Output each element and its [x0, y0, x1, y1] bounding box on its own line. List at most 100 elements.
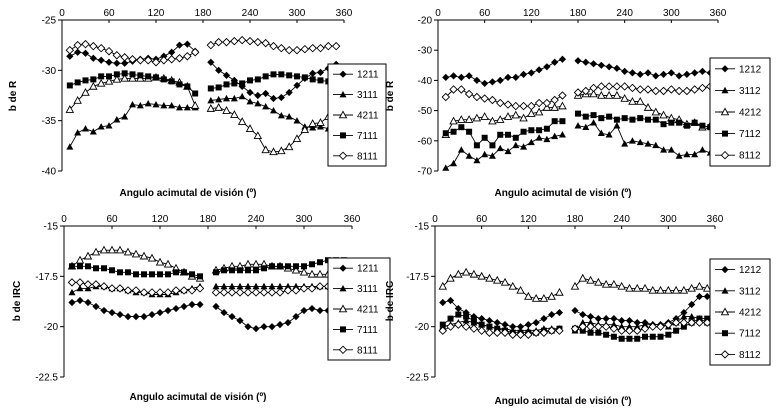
data-point-8111 — [81, 39, 90, 49]
data-point-3111 — [207, 96, 215, 104]
data-point-8111 — [259, 288, 269, 297]
data-point-8111 — [139, 288, 149, 297]
data-point-3111 — [176, 103, 183, 111]
data-point-8111 — [120, 53, 129, 62]
data-point-1212 — [625, 317, 634, 325]
y-tick-label: -50 — [418, 106, 433, 117]
data-point-1212 — [597, 61, 605, 69]
data-point-3112 — [558, 131, 566, 138]
data-point-4212 — [664, 285, 673, 294]
x-tick-label: 120 — [148, 8, 165, 19]
data-point-1211 — [183, 40, 191, 48]
data-point-8111 — [283, 286, 293, 295]
y-tick-label: -60 — [418, 136, 433, 147]
data-point-7111 — [160, 76, 167, 83]
legend-label: 8112 — [739, 151, 761, 162]
data-point-7111 — [277, 263, 283, 270]
data-point-7111 — [90, 76, 97, 83]
data-point-3112 — [465, 152, 473, 159]
data-point-4212 — [620, 93, 629, 102]
data-point-4211 — [243, 259, 253, 268]
series-3111 — [66, 92, 340, 150]
data-point-4211 — [65, 105, 75, 113]
data-point-7112 — [610, 333, 617, 340]
data-point-4211 — [214, 103, 223, 111]
data-point-7111 — [141, 271, 147, 278]
data-point-4211 — [73, 95, 82, 104]
data-point-8112 — [589, 83, 598, 93]
data-point-3112 — [610, 321, 618, 328]
data-point-8112 — [464, 89, 474, 99]
data-point-3111 — [246, 97, 254, 105]
data-point-3112 — [691, 150, 699, 158]
data-point-8111 — [112, 50, 122, 60]
data-point-7112 — [473, 142, 480, 149]
data-point-4212 — [643, 103, 653, 111]
legend-label: 4212 — [739, 308, 762, 319]
data-point-3111 — [270, 107, 277, 114]
data-point-8112 — [488, 95, 497, 105]
data-point-4212 — [519, 113, 528, 122]
data-point-1212 — [442, 73, 450, 81]
data-point-7111 — [93, 265, 99, 272]
data-point-7111 — [176, 81, 183, 88]
data-point-8111 — [219, 288, 229, 297]
data-point-8112 — [656, 322, 665, 331]
data-point-1212 — [621, 67, 629, 75]
data-point-8111 — [243, 288, 253, 297]
data-point-4211 — [99, 245, 109, 254]
data-point-7111 — [192, 90, 199, 97]
data-point-4212 — [612, 90, 622, 99]
data-point-8112 — [698, 83, 707, 93]
legend-label: 3112 — [739, 86, 761, 97]
data-point-8112 — [667, 85, 676, 94]
data-point-8111 — [104, 46, 114, 56]
data-point-1211 — [276, 321, 284, 329]
legend-marker-7111 — [340, 132, 346, 139]
data-point-1212 — [688, 300, 696, 309]
x-tick-label: 240 — [242, 8, 259, 19]
data-point-4211 — [284, 142, 294, 151]
legend-marker-4212 — [720, 307, 730, 316]
data-point-7112 — [613, 116, 620, 123]
data-point-8112 — [449, 85, 458, 94]
data-point-1211 — [292, 313, 300, 321]
data-point-1212 — [519, 70, 528, 78]
data-point-8112 — [555, 326, 564, 335]
data-point-7112 — [676, 119, 683, 126]
data-point-8111 — [179, 286, 189, 295]
data-point-3112 — [605, 131, 613, 138]
data-point-3111 — [284, 282, 292, 290]
data-point-8112 — [539, 328, 549, 337]
data-point-1211 — [97, 56, 105, 64]
y-tick-label: -40 — [42, 167, 57, 178]
data-point-1212 — [504, 73, 512, 81]
x-tick-label: 0 — [59, 8, 65, 19]
data-point-1212 — [535, 66, 543, 74]
data-point-1211 — [105, 58, 113, 66]
data-point-3112 — [597, 129, 605, 137]
data-point-7111 — [101, 265, 107, 272]
data-point-1211 — [254, 91, 262, 100]
data-point-4211 — [96, 78, 106, 87]
data-point-8111 — [99, 282, 109, 291]
data-point-1211 — [196, 300, 204, 309]
data-point-1212 — [516, 323, 525, 331]
data-point-4212 — [589, 89, 598, 98]
data-point-1211 — [246, 88, 254, 97]
data-point-4211 — [307, 269, 317, 278]
data-point-1212 — [501, 321, 509, 329]
legend: 1211 3111 4211 7111 8111 — [327, 257, 391, 361]
legend-label: 1212 — [739, 265, 762, 276]
data-point-1212 — [548, 310, 556, 319]
series-1212 — [442, 55, 714, 88]
data-point-3111 — [136, 101, 144, 109]
data-point-4211 — [315, 269, 325, 278]
legend: 1211 3111 4211 7111 8111 — [327, 63, 387, 167]
chart-panel-1: 0 60 120 180 240 300 360 -25 -30 -35 -40 Angulo aci… — [8, 8, 387, 199]
data-point-4212 — [594, 277, 603, 286]
data-point-1211 — [66, 52, 74, 60]
data-point-1212 — [543, 63, 551, 71]
data-point-8112 — [601, 322, 611, 331]
data-point-3111 — [277, 112, 285, 119]
